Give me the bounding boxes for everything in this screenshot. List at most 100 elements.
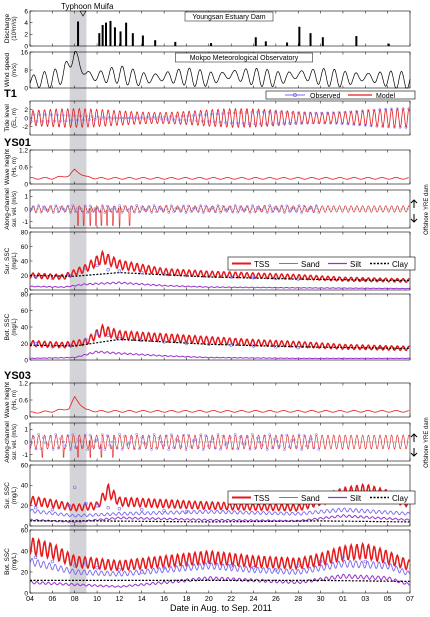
legend-silt-label: Silt [350, 494, 362, 503]
tide-observed-point [311, 121, 315, 125]
discharge-bar [98, 33, 101, 46]
y-axis-unit: (10³m³/s) [12, 16, 18, 40]
tide-observed-point [302, 111, 306, 115]
x-tick-label: 24 [250, 596, 258, 603]
ssc-observed-point [106, 268, 110, 272]
current-observed-point [224, 443, 227, 446]
current-observed-point [113, 437, 117, 440]
x-tick-label: 05 [384, 596, 392, 603]
tide-observed-point [331, 111, 335, 115]
ssc-observed-point [67, 273, 71, 278]
current-observed-point [91, 445, 94, 448]
discharge-bar [131, 33, 134, 46]
y-tick-label: 1.2 [19, 147, 28, 154]
current-observed-point [287, 445, 291, 449]
y-tick-label: 80 [21, 291, 29, 298]
tide-observed-point [119, 116, 123, 120]
y-axis-label: Discharge [4, 13, 11, 43]
current-observed-point [253, 447, 257, 450]
tide-observed-point [384, 107, 388, 111]
y-tick-label: 0 [24, 523, 28, 530]
tide-observed-point [299, 121, 303, 125]
ssc-observed-point [140, 270, 144, 275]
current-observed-point [34, 210, 38, 214]
tide-observed-point [212, 120, 216, 124]
ssc-observed-point [296, 563, 300, 568]
current-observed-point [280, 433, 284, 437]
current-observed-point [130, 436, 134, 439]
current-observed-point [69, 448, 72, 451]
current-observed-point [157, 437, 161, 440]
current-observed-point [290, 439, 294, 442]
tide-observed-point [166, 117, 170, 121]
panel-annotation-box [175, 52, 313, 63]
current-observed-point [265, 448, 269, 451]
y-tick-label: 60 [21, 244, 29, 251]
ssc-observed-point [140, 508, 144, 512]
ssc-observed-point [67, 504, 71, 508]
current-observed-point [157, 206, 161, 209]
legend-observed-model: Observed Model [265, 90, 416, 100]
current-observed-point [194, 206, 198, 210]
current-observed-point [71, 204, 75, 208]
current-observed-point [228, 436, 232, 440]
tide-observed-point [73, 114, 77, 118]
current-observed-point [137, 210, 141, 214]
tide-observed-point [291, 111, 295, 115]
current-observed-point [300, 448, 303, 451]
tide-observed-point [44, 113, 48, 117]
current-observed-point [37, 432, 40, 436]
y-axis-unit: sur. vel. (m/s) [12, 424, 18, 460]
tide-observed-point [323, 121, 327, 125]
current-observed-point [32, 435, 35, 439]
discharge-bar [119, 31, 122, 46]
current-observed-point [128, 441, 131, 445]
current-observed-point [201, 448, 205, 451]
current-observed-point [103, 448, 107, 451]
tide-observed-point [372, 108, 376, 112]
panel-discharge: 0 2 4 6 Discharge (10³m³/s) Youngsan Estuary D… [4, 8, 411, 50]
current-observed-point [115, 210, 119, 214]
ssc-tss-line [29, 482, 411, 513]
tide-observed-point [363, 123, 367, 127]
tide-observed-point [76, 118, 80, 122]
y-axis-label: Bot. SSC [4, 548, 11, 575]
station-label-ys03: YS03 [4, 370, 31, 382]
current-observed-point [167, 448, 171, 451]
x-tick-label: 20 [205, 596, 213, 603]
arrow-down-icon [410, 448, 418, 457]
tide-observed-point [227, 111, 231, 115]
panel-annotation: Mokpo Meteorological Observatory [190, 55, 299, 62]
y-axis-unit: (Hs, m) [12, 157, 18, 177]
y-tick-label: 20 [21, 569, 29, 576]
ssc-tss-line [29, 537, 411, 572]
tide-observed-point [93, 117, 97, 121]
current-observed-point [248, 210, 252, 214]
tide-observed-point [270, 122, 274, 126]
discharge-bar [254, 37, 257, 46]
current-observed-point [125, 443, 129, 446]
current-observed-point [115, 446, 119, 450]
legend-observed-marker [293, 93, 297, 97]
current-observed-point [135, 432, 139, 436]
side-label-down: Offshore [424, 444, 430, 468]
current-observed-point [54, 433, 58, 436]
legend-ssc-ys03: TSS Sand Silt Clay [227, 490, 416, 505]
current-observed-point [278, 209, 281, 213]
current-observed-point [310, 206, 313, 209]
current-observed-point [37, 204, 40, 207]
ssc-observed-point [162, 566, 166, 570]
current-observed-point [275, 439, 279, 443]
y-tick-label: 40 [21, 483, 29, 490]
current-observed-point [150, 210, 153, 214]
current-observed-point [285, 433, 289, 437]
current-observed-point [101, 204, 104, 208]
current-observed-point [123, 435, 126, 438]
tide-observed-point [58, 119, 62, 123]
discharge-bar [264, 41, 267, 46]
tide-observed-point [221, 112, 225, 116]
current-observed-point [305, 209, 308, 213]
current-observed-point [292, 206, 296, 210]
current-observed-point [93, 207, 97, 210]
side-label-up: YRE dam [424, 184, 430, 210]
